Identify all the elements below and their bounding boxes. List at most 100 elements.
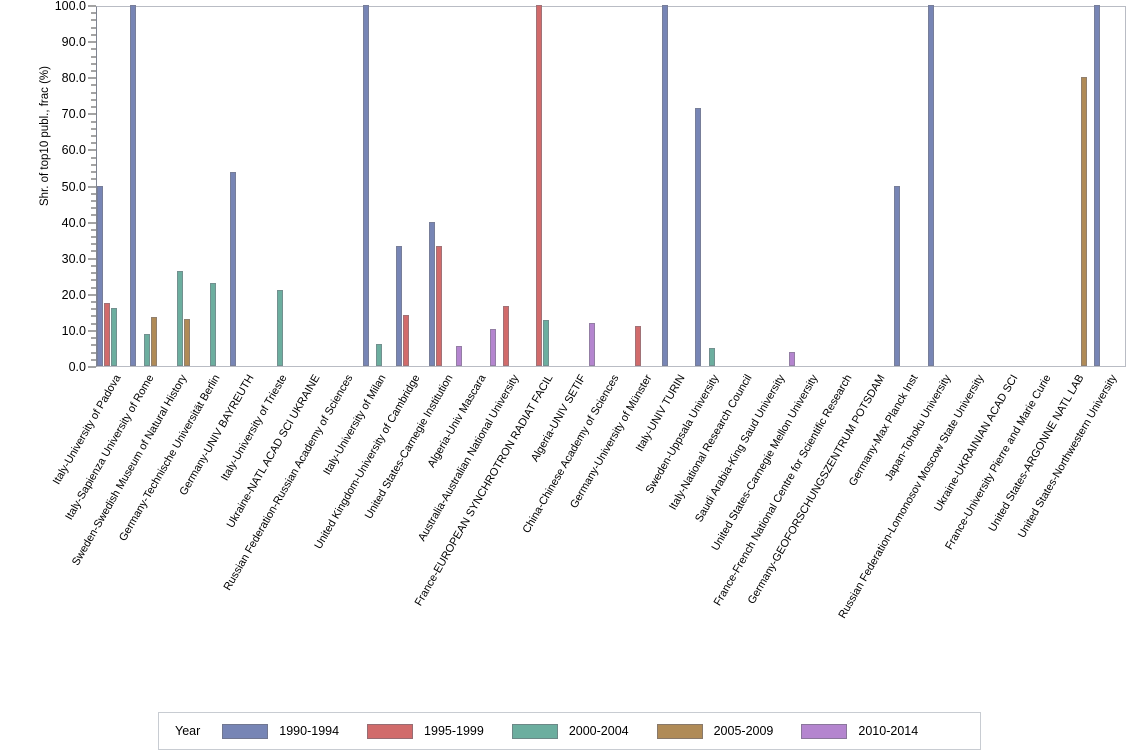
y-tick-minor-mark <box>91 63 96 65</box>
y-tick-minor-mark <box>91 250 96 252</box>
y-tick-mark <box>88 222 96 224</box>
bar <box>535 5 542 366</box>
bar <box>788 351 795 366</box>
y-tick-minor-mark <box>91 178 96 180</box>
y-tick-label: 30.0 <box>61 251 86 266</box>
y-tick-minor-mark <box>91 207 96 209</box>
y-tick-minor-mark <box>91 323 96 325</box>
y-tick-minor-mark <box>91 121 96 123</box>
y-tick-mark <box>88 5 96 7</box>
legend-swatch <box>367 723 414 739</box>
legend-entry[interactable]: 2010-2014 <box>801 723 918 739</box>
legend-label: 1990-1994 <box>279 724 340 738</box>
plot-area <box>96 5 1126 367</box>
bars-layer <box>97 5 1125 366</box>
y-tick-minor-mark <box>91 99 96 101</box>
bar <box>177 271 184 366</box>
bar <box>130 5 137 366</box>
x-tick-label-text: Italy-University of Milan <box>321 372 389 478</box>
legend-entries: 1990-1994 1995-1999 2000-2004 2005-2009 2010… <box>222 723 946 739</box>
y-tick-minor-mark <box>91 344 96 346</box>
bar <box>376 343 383 366</box>
y-tick-label: 10.0 <box>61 323 86 338</box>
y-tick-mark <box>88 186 96 187</box>
y-tick-minor-mark <box>91 337 96 339</box>
y-tick-minor-mark <box>91 193 96 195</box>
y-tick-mark <box>88 258 96 260</box>
legend-entry[interactable]: 1990-1994 <box>222 723 340 739</box>
x-tick-label: Italy-University of Milan <box>321 368 392 478</box>
y-tick-minor-mark <box>91 279 96 281</box>
y-tick-label: 60.0 <box>61 143 86 158</box>
y-tick-minor-mark <box>91 128 96 130</box>
y-tick-minor-mark <box>91 12 96 14</box>
bar <box>589 323 596 366</box>
y-tick-minor-mark <box>91 164 96 166</box>
legend-swatch <box>656 723 703 739</box>
bar <box>542 320 549 366</box>
y-tick-mark <box>88 294 96 296</box>
legend-swatch <box>511 723 558 739</box>
bar <box>143 333 150 366</box>
y-tick-minor-mark <box>91 359 96 361</box>
y-tick-minor-mark <box>91 287 96 289</box>
y-tick-label: 0.0 <box>68 360 86 374</box>
y-tick-minor-mark <box>91 48 96 50</box>
bar <box>708 347 715 366</box>
y-tick-label: 80.0 <box>61 71 86 86</box>
bar <box>276 290 283 366</box>
y-tick-minor-mark <box>91 56 96 58</box>
legend-label: 2000-2004 <box>568 724 629 738</box>
bar <box>362 5 369 366</box>
x-tick-label: Algeria-Univ Mascara <box>425 368 492 470</box>
y-tick-minor-mark <box>91 70 96 72</box>
y-tick-minor-mark <box>91 308 96 310</box>
y-tick-minor-mark <box>91 142 96 144</box>
bar <box>436 246 443 366</box>
legend-label: 1995-1999 <box>424 724 484 738</box>
x-axis-ticks: Italy-University of Padova Italy-Sapienza… <box>50 368 1126 698</box>
bar <box>402 314 409 366</box>
y-tick-label: 40.0 <box>61 215 86 230</box>
y-tick-minor-mark <box>91 157 96 159</box>
y-tick-mark <box>88 330 96 332</box>
bar <box>103 302 110 366</box>
legend-swatch <box>801 723 848 739</box>
y-tick-label: 100.0 <box>54 0 86 13</box>
bar <box>502 306 509 366</box>
y-tick-mark <box>88 77 96 79</box>
bar <box>229 171 236 366</box>
y-tick-minor-mark <box>91 200 96 202</box>
bar <box>635 325 642 366</box>
y-tick-label: 70.0 <box>61 107 86 122</box>
y-tick-minor-mark <box>91 27 96 29</box>
legend-label: 2005-2009 <box>713 724 774 738</box>
y-tick-label: 50.0 <box>61 179 86 194</box>
y-tick-minor-mark <box>91 19 96 21</box>
x-tick-label-text: Algeria-Univ Mascara <box>425 372 489 470</box>
y-axis-ticks: 0.0 10.0 20.0 30.0 40.0 50.0 60.0 70.0 80.0 90.0 1… <box>0 0 96 374</box>
y-tick-mark <box>88 366 96 368</box>
y-tick-minor-mark <box>91 272 96 274</box>
bar <box>210 282 217 366</box>
legend-swatch <box>222 723 269 739</box>
bar <box>429 221 436 366</box>
bar <box>1080 77 1087 366</box>
y-tick-minor-mark <box>91 265 96 267</box>
y-tick-minor-mark <box>91 92 96 94</box>
y-tick-mark <box>88 113 96 115</box>
y-tick-mark <box>88 41 96 43</box>
y-tick-mark <box>88 149 96 151</box>
legend-entry[interactable]: 1995-1999 <box>367 723 484 739</box>
legend-entry[interactable]: 2005-2009 <box>656 723 774 739</box>
legend: Year 1990-1994 1995-1999 2000-2004 2005-200… <box>158 712 981 750</box>
bar <box>396 245 403 366</box>
y-tick-minor-mark <box>91 171 96 173</box>
bar <box>695 108 702 366</box>
y-tick-label: 20.0 <box>61 287 86 302</box>
y-tick-minor-mark <box>91 229 96 231</box>
bar <box>97 185 103 366</box>
y-tick-minor-mark <box>91 135 96 137</box>
legend-entry[interactable]: 2000-2004 <box>511 723 629 739</box>
